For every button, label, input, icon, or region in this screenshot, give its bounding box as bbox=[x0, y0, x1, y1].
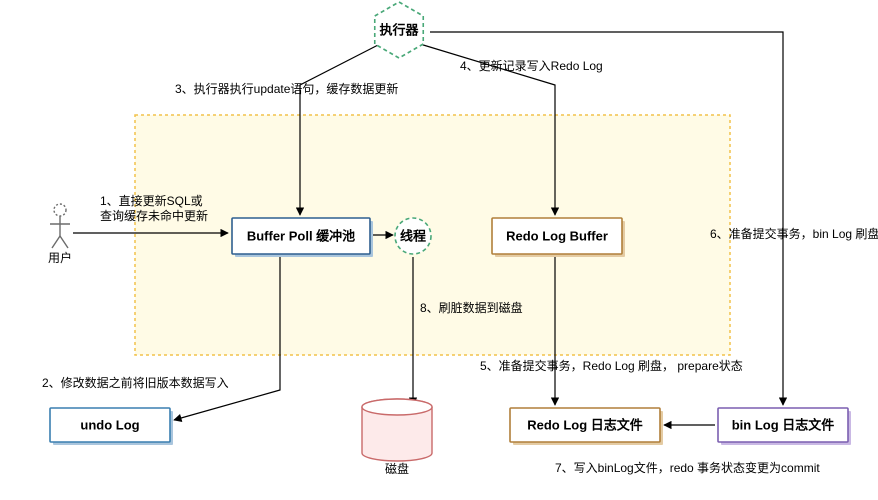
edge-label-e6: 6、准备提交事务，bin Log 刷盘 bbox=[710, 226, 878, 241]
node-label-user: 用户 bbox=[48, 250, 72, 265]
edge-label-e3: 3、执行器执行update语句，缓存数据更新 bbox=[175, 81, 398, 96]
node-executor: 执行器 bbox=[375, 2, 423, 58]
edge-label-e2: 2、修改数据之前将旧版本数据写入 bbox=[42, 375, 229, 390]
node-thread: 线程 bbox=[395, 218, 431, 254]
node-redo_file: Redo Log 日志文件 bbox=[510, 408, 663, 445]
node-label-redo_buf: Redo Log Buffer bbox=[506, 228, 608, 243]
node-label-disk: 磁盘 bbox=[385, 461, 409, 476]
node-label-thread: 线程 bbox=[400, 228, 426, 243]
node-label-redo_file: Redo Log 日志文件 bbox=[527, 417, 643, 432]
node-binlog: bin Log 日志文件 bbox=[718, 408, 851, 445]
edge-label-e7: 7、写入binLog文件，redo 事务状态变更为commit bbox=[555, 460, 820, 475]
node-label-undo: undo Log bbox=[80, 417, 139, 432]
edge-label-e8: 8、刷脏数据到磁盘 bbox=[420, 300, 523, 315]
node-label-binlog: bin Log 日志文件 bbox=[732, 417, 835, 432]
node-disk: 磁盘 bbox=[362, 399, 432, 476]
edge-label-e4: 4、更新记录写入Redo Log bbox=[460, 58, 603, 73]
node-undo: undo Log bbox=[50, 408, 173, 445]
node-label-buffer: Buffer Poll 缓冲池 bbox=[247, 228, 355, 243]
node-buffer: Buffer Poll 缓冲池 bbox=[232, 218, 373, 257]
inner-region bbox=[135, 115, 730, 355]
edge-label-e5: 5、准备提交事务，Redo Log 刷盘， prepare状态 bbox=[480, 358, 743, 373]
node-label-executor: 执行器 bbox=[379, 22, 419, 37]
node-redo_buf: Redo Log Buffer bbox=[492, 218, 625, 257]
node-user: 用户 bbox=[48, 204, 72, 265]
